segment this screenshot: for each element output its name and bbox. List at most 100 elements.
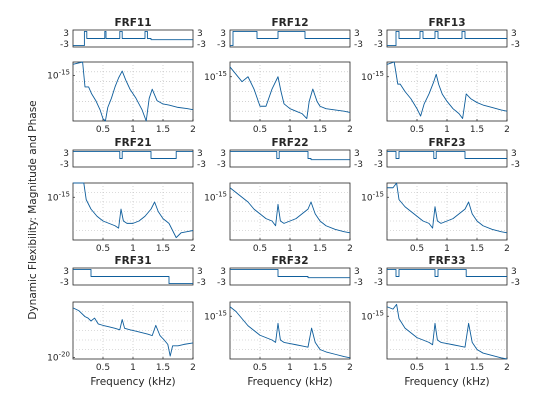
x-tick-label: 1.5	[156, 125, 170, 135]
x-tick-label: 0.5	[253, 244, 267, 254]
phase-ytick-right: -3	[511, 40, 520, 50]
panel-title: FRF21	[114, 137, 151, 149]
phase-ytick-right: 3	[197, 267, 203, 277]
x-tick-label: 1	[130, 244, 136, 254]
phase-ytick-right: 3	[354, 149, 360, 159]
x-tick-label: 1	[444, 244, 450, 254]
x-tick-label: 1	[130, 363, 136, 373]
x-tick-label: 0.5	[410, 244, 424, 254]
phase-ytick-left: -3	[60, 40, 69, 50]
magnitude-ytick-label: 10-15	[361, 190, 384, 203]
phase-ytick-right: -3	[354, 160, 363, 170]
phase-ytick-left: 3	[377, 149, 383, 159]
phase-ytick-left: -3	[374, 278, 383, 288]
magnitude-line	[386, 61, 508, 119]
panel-title: FRF33	[428, 255, 465, 267]
phase-ytick-right: 3	[197, 149, 203, 159]
x-tick-label: 0.5	[96, 363, 110, 373]
phase-line	[387, 30, 507, 47]
phase-ytick-right: -3	[197, 278, 206, 288]
phase-line	[230, 268, 350, 279]
x-tick-label: 2	[504, 244, 510, 254]
x-tick-label: 0.5	[96, 244, 110, 254]
x-tick-label: 2	[190, 244, 196, 254]
panel-title: FRF12	[271, 17, 308, 29]
phase-ytick-right: 3	[511, 267, 517, 277]
phase-ytick-left: -3	[217, 40, 226, 50]
x-tick-label: 1.5	[313, 363, 327, 373]
x-tick-label: 1.5	[313, 244, 327, 254]
x-tick-label: 2	[347, 244, 353, 254]
phase-axes	[72, 149, 194, 168]
x-tick-label: 2	[190, 125, 196, 135]
x-tick-label: 0.5	[410, 125, 424, 135]
phase-line	[230, 150, 350, 161]
x-tick-label: 2	[347, 363, 353, 373]
phase-line	[73, 150, 193, 159]
phase-ytick-right: 3	[197, 29, 203, 39]
x-axis-label: Frequency (kHz)	[247, 376, 332, 388]
x-tick-label: 2	[504, 125, 510, 135]
phase-ytick-left: 3	[220, 149, 226, 159]
x-tick-label: 1.5	[156, 244, 170, 254]
x-axis-label: Frequency (kHz)	[404, 376, 489, 388]
magnitude-ytick-label: 10-15	[361, 309, 384, 322]
x-tick-label: 1	[287, 125, 293, 135]
panel-title: FRF13	[428, 17, 465, 29]
x-axis-label: Frequency (kHz)	[90, 376, 175, 388]
magnitude-line	[229, 306, 351, 359]
x-tick-label: 1	[130, 125, 136, 135]
phase-ytick-left: -3	[60, 278, 69, 288]
phase-axes	[229, 149, 351, 168]
magnitude-ytick-label: 10-15	[204, 309, 227, 322]
phase-ytick-left: -3	[217, 278, 226, 288]
panel-title: FRF32	[271, 255, 308, 267]
phase-ytick-right: -3	[197, 160, 206, 170]
phase-ytick-right: -3	[197, 40, 206, 50]
panel-title: FRF22	[271, 137, 308, 149]
magnitude-line	[73, 182, 194, 239]
x-tick-label: 2	[504, 363, 510, 373]
magnitude-ytick-label: 10-15	[204, 70, 227, 83]
phase-ytick-left: 3	[220, 29, 226, 39]
x-tick-label: 1.5	[470, 125, 484, 135]
phase-ytick-right: -3	[511, 160, 520, 170]
phase-ytick-left: 3	[377, 267, 383, 277]
x-tick-label: 1.5	[313, 125, 327, 135]
x-tick-label: 0.5	[253, 125, 267, 135]
phase-ytick-right: 3	[511, 149, 517, 159]
x-tick-label: 1	[287, 244, 293, 254]
magnitude-line	[72, 307, 194, 357]
phase-ytick-left: 3	[63, 29, 69, 39]
magnitude-ytick-label: 10-20	[47, 351, 70, 364]
x-tick-label: 1.5	[470, 244, 484, 254]
phase-ytick-left: 3	[63, 149, 69, 159]
phase-ytick-left: 3	[220, 267, 226, 277]
phase-ytick-left: 3	[63, 267, 69, 277]
panel-title: FRF23	[428, 137, 465, 149]
x-tick-label: 0.5	[96, 125, 110, 135]
phase-ytick-right: -3	[511, 278, 520, 288]
phase-ytick-right: -3	[354, 40, 363, 50]
phase-line	[230, 30, 350, 47]
magnitude-line	[386, 303, 508, 360]
x-tick-label: 0.5	[410, 363, 424, 373]
x-tick-label: 0.5	[253, 363, 267, 373]
magnitude-ytick-label: 10-15	[361, 70, 384, 83]
phase-line	[387, 268, 507, 277]
phase-ytick-right: 3	[511, 29, 517, 39]
phase-line	[73, 30, 193, 47]
magnitude-line	[387, 182, 508, 234]
x-tick-label: 1	[444, 363, 450, 373]
magnitude-ytick-label: 10-15	[47, 69, 70, 82]
x-tick-label: 1	[287, 363, 293, 373]
panel-title: FRF31	[114, 255, 151, 267]
